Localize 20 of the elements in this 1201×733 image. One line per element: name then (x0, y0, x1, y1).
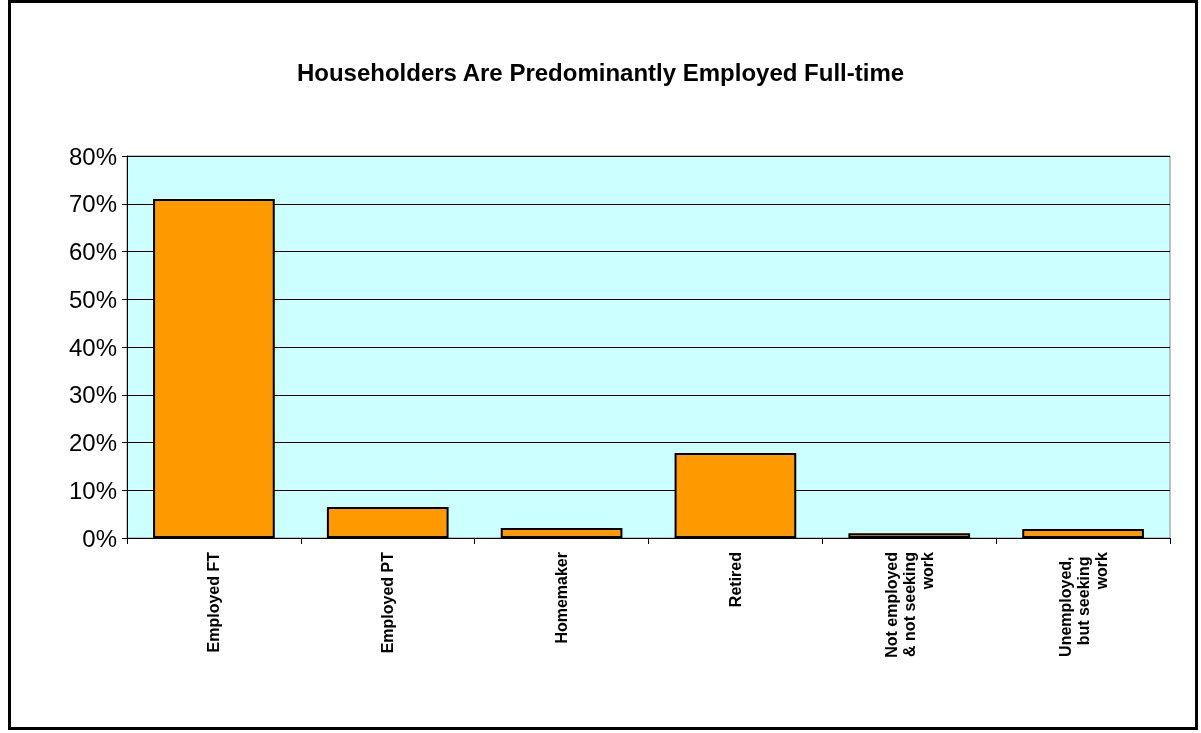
y-tick-label: 40% (68, 333, 117, 361)
x-tick-label: Retired (726, 552, 744, 608)
y-tick-label: 60% (68, 238, 117, 265)
x-tick-label: Employed PT (379, 551, 397, 654)
y-tick-label: 30% (68, 381, 117, 409)
bar (1022, 528, 1144, 538)
bar (848, 533, 971, 538)
x-tick-label: Employed FT (205, 551, 223, 653)
y-tick-label: 0% (82, 524, 117, 552)
x-tick-label: Unemployed, but seeking work (1056, 551, 1110, 657)
y-tick-label: 80% (68, 142, 117, 170)
y-tick-label: 20% (68, 429, 117, 456)
y-tick-label: 10% (68, 476, 117, 504)
bar (500, 527, 623, 538)
y-tick-label: 70% (68, 190, 117, 218)
y-tick-label: 50% (68, 285, 117, 313)
bar (326, 506, 449, 538)
x-tick-label: Not employed & not seeking work (882, 551, 936, 662)
x-tick-label: Homemaker (553, 552, 571, 644)
chart-title: Householders Are Predominantly Employed Full-time (296, 58, 905, 86)
